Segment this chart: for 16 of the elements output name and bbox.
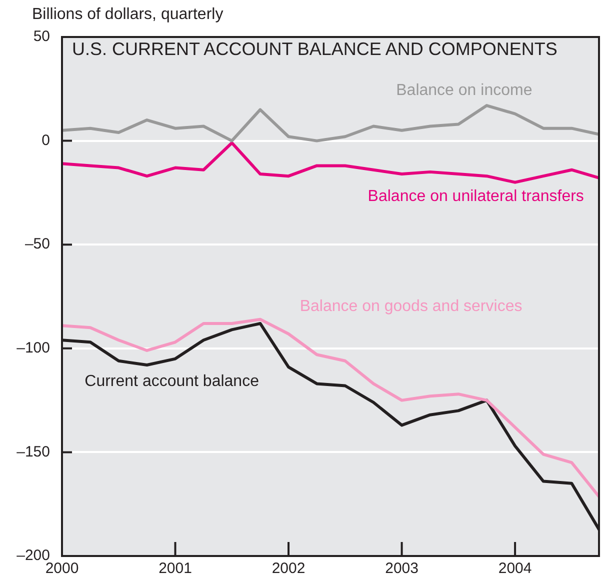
series-label: Current account balance [84, 372, 259, 391]
y-tick-label: –150 [16, 443, 50, 460]
series-label: Balance on income [396, 82, 532, 100]
series-label: Balance on goods and services [300, 298, 522, 316]
series-label: Balance on unilateral transfers [368, 188, 584, 206]
x-tick-label: 2000 [45, 560, 79, 578]
y-tick-label: –50 [24, 236, 50, 253]
chart-title: U.S. CURRENT ACCOUNT BALANCE AND COMPONENTS [72, 39, 558, 59]
y-tick-label: 50 [33, 28, 50, 46]
x-tick-label: 2003 [385, 560, 418, 578]
x-tick-label: 2002 [272, 560, 306, 578]
x-tick-label: 2001 [158, 560, 192, 578]
y-axis-title: Billions of dollars, quarterly [32, 6, 224, 24]
y-tick-label: 0 [42, 132, 50, 149]
y-tick-label: –100 [16, 340, 50, 357]
x-tick-label: 2004 [498, 560, 532, 578]
